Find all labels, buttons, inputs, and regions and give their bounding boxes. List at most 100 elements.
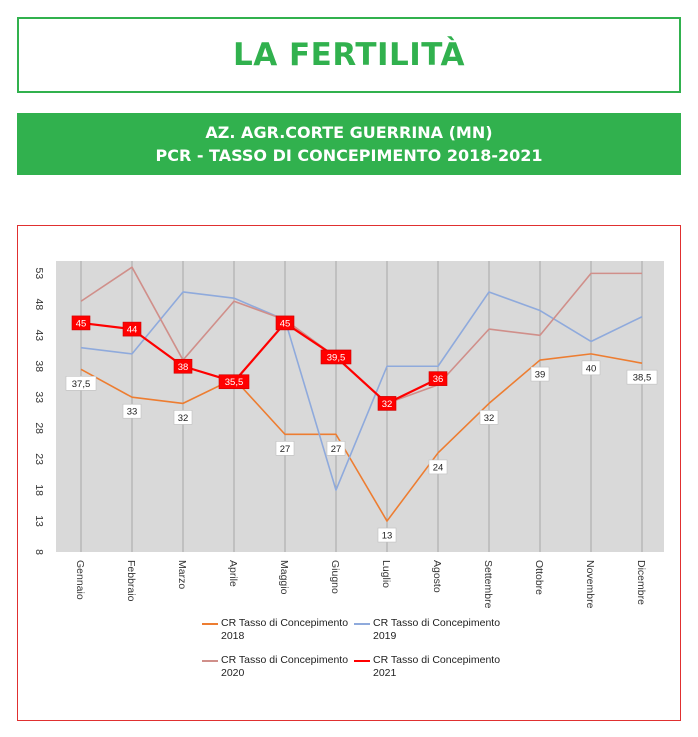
data-label-2018: 33: [122, 403, 142, 419]
data-label-text: 33: [127, 407, 138, 418]
data-label-text: 40: [586, 363, 597, 374]
data-label-text: 27: [280, 444, 291, 455]
data-label-text: 24: [433, 462, 444, 473]
data-label-text: 35,5: [225, 377, 244, 388]
data-label-box: [530, 366, 550, 382]
data-label-box: [326, 441, 346, 456]
legend-item-2021: CR Tasso di Concepimento 2021: [354, 654, 514, 684]
page-title: LA FERTILITÀ: [232, 37, 466, 73]
y-tick-label: 38: [33, 360, 45, 372]
data-label-text: 39,5: [327, 352, 346, 363]
y-tick-label: 48: [33, 298, 45, 310]
data-label-2021: 38: [173, 358, 193, 374]
data-label-text: 44: [127, 325, 138, 336]
chart-frame: 8 13 18 23 28 33 38 43 48 53 Gennaio Febbraio Marzo…: [17, 225, 681, 721]
data-label-2021: 32: [377, 396, 397, 411]
x-tick-label: Gennaio: [74, 560, 86, 600]
legend-swatch-2019: [354, 623, 370, 625]
data-label-text: 32: [484, 413, 495, 424]
x-tick-label: Novembre: [584, 560, 596, 609]
legend-item-2018: CR Tasso di Concepimento 2018: [202, 617, 362, 647]
data-label-box: [173, 410, 193, 425]
data-label-text: 38: [178, 362, 189, 373]
data-label-text: 27: [331, 444, 342, 455]
data-label-2018: 39: [530, 366, 550, 382]
data-label-box: [71, 315, 91, 331]
data-label-box: [122, 403, 142, 419]
data-label-text: 13: [382, 531, 393, 542]
legend-label-2021: CR Tasso di Concepimento 2021: [373, 654, 501, 679]
data-label-2018: 27: [326, 441, 346, 456]
y-tick-label: 33: [33, 391, 45, 403]
legend-swatch-2018: [202, 623, 218, 625]
data-label-2018: 37,5: [65, 376, 97, 391]
title-box: LA FERTILITÀ: [17, 17, 681, 93]
line-chart: 8 13 18 23 28 33 38 43 48 53 Gennaio Febbraio Marzo…: [33, 261, 664, 609]
series-line-2018: [80, 353, 643, 522]
data-label-2021: 35,5: [218, 374, 250, 390]
data-label-box: [581, 360, 601, 376]
data-label-text: 36: [433, 374, 444, 385]
data-label-text: 38,5: [633, 373, 652, 384]
legend-swatch-2020: [202, 660, 218, 662]
legend-label-2020: CR Tasso di Concepimento 2020: [221, 654, 349, 679]
y-tick-label: 53: [33, 268, 45, 280]
data-label-box: [377, 527, 397, 543]
data-label-box: [320, 349, 352, 365]
x-tick-label: Giugno: [329, 560, 341, 594]
x-tick-label: Settembre: [482, 560, 494, 609]
data-label-2021: 39,5: [320, 349, 352, 365]
data-label-2021: 45: [71, 315, 91, 331]
subtitle-line-2: PCR - TASSO DI CONCEPIMENTO 2018-2021: [155, 146, 543, 165]
y-tick-label: 43: [33, 329, 45, 341]
data-label-2021: 45: [275, 315, 295, 331]
data-label-2021: 36: [428, 371, 448, 386]
data-label-box: [218, 374, 250, 390]
x-tick-label: Ottobre: [533, 560, 545, 595]
x-tick-label: Aprile: [227, 560, 239, 587]
data-label-2018: 24: [428, 459, 448, 475]
data-label-box: [65, 376, 97, 391]
data-label-box: [173, 358, 193, 374]
data-label-2018: 27: [275, 441, 295, 456]
x-axis-ticks: Gennaio Febbraio Marzo Aprile Maggio Giugno Lu…: [74, 560, 647, 609]
x-tick-label: Marzo: [176, 560, 188, 589]
y-axis-ticks: 8 13 18 23 28 33 38 43 48 53: [33, 268, 45, 556]
legend-swatch-2021: [354, 660, 370, 662]
data-label-box: [479, 410, 499, 425]
series-group: [80, 266, 643, 522]
data-label-box: [428, 371, 448, 386]
x-tick-label: Febbraio: [125, 560, 137, 602]
data-label-2018: 32: [173, 410, 193, 425]
x-tick-label: Agosto: [431, 560, 443, 593]
y-tick-label: 13: [33, 515, 45, 527]
data-label-text: 32: [178, 413, 189, 424]
subtitle-banner: AZ. AGR.CORTE GUERRINA (MN) PCR - TASSO …: [17, 113, 681, 175]
y-tick-label: 28: [33, 422, 45, 434]
legend-item-2019: CR Tasso di Concepimento 2019: [354, 617, 514, 647]
data-label-2018: 13: [377, 527, 397, 543]
x-tick-label: Dicembre: [635, 560, 647, 605]
data-label-2018: 32: [479, 410, 499, 425]
y-tick-label: 23: [33, 453, 45, 465]
data-labels-group: 37,5 33 32 27 27 13 24 32 39 40 38,5 45 44 38 35,5 45 39…: [65, 315, 658, 543]
x-tick-label: Maggio: [278, 560, 290, 595]
y-tick-label: 18: [33, 484, 45, 496]
legend-item-2020: CR Tasso di Concepimento 2020: [202, 654, 362, 684]
data-label-text: 45: [76, 318, 87, 329]
data-label-box: [428, 459, 448, 475]
data-label-2018: 40: [581, 360, 601, 376]
data-label-box: [377, 396, 397, 411]
data-label-2021: 44: [122, 321, 142, 337]
plot-area: [56, 261, 664, 552]
y-tick-label: 8: [33, 549, 45, 555]
series-line-2019: [80, 291, 643, 491]
data-label-box: [626, 369, 658, 385]
subtitle-line-1: AZ. AGR.CORTE GUERRINA (MN): [205, 123, 493, 142]
legend-label-2018: CR Tasso di Concepimento 2018: [221, 617, 349, 642]
data-label-text: 39: [535, 370, 546, 381]
data-label-box: [275, 315, 295, 331]
data-label-text: 45: [280, 318, 291, 329]
data-label-text: 32: [382, 399, 393, 410]
data-label-box: [275, 441, 295, 456]
